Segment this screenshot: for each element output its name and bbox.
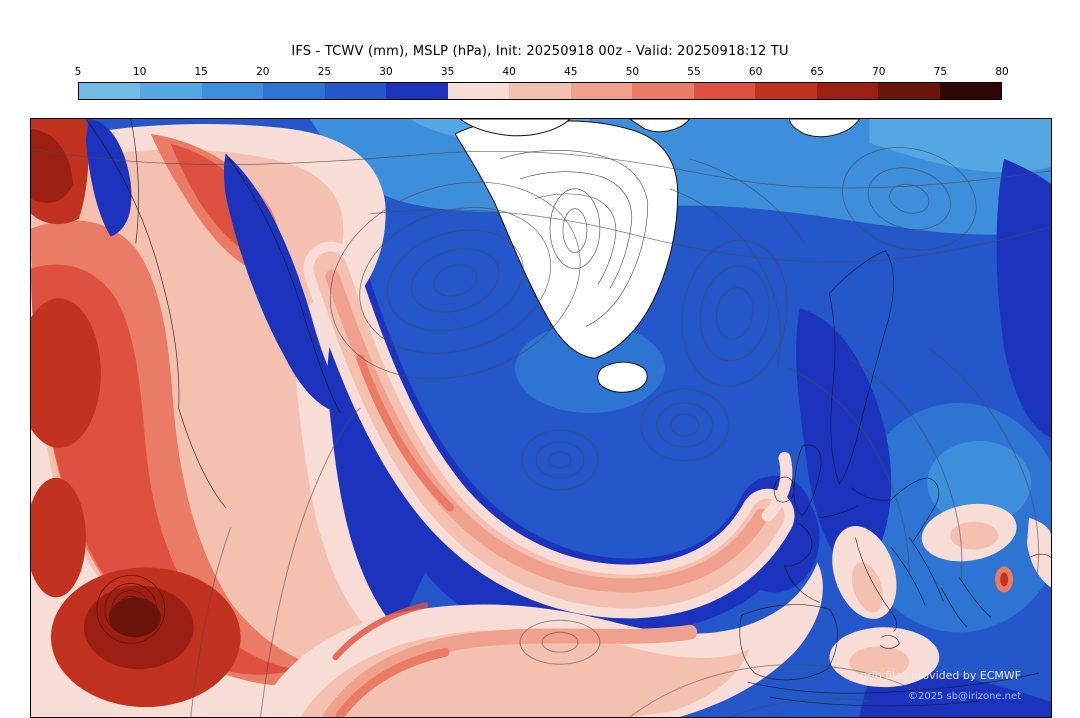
colorbar-tick: 60 [748,66,763,78]
colorbar-tick: 40 [502,66,516,78]
colorbar-segment [201,83,264,99]
colorbar-tick: 30 [379,66,393,78]
iceland-landmass [597,361,648,393]
colorbar-tick: 65 [810,66,824,78]
colorbar-tick: 25 [317,66,332,78]
colorbar-segment [447,83,510,99]
attribution-copyright: ©2025 sb@irizone.net [908,691,1021,702]
mslp-contours [31,147,1051,717]
map-panel: grib files provided by ECMWF ©2025 sb@ir… [30,118,1052,718]
tcwv-subtropical-moist-region [255,562,823,717]
weather-map: grib files provided by ECMWF ©2025 sb@ir… [31,119,1051,717]
chart-title: IFS - TCWV (mm), MSLP (hPa), Init: 20250… [291,44,789,59]
colorbar-tick: 75 [933,66,948,78]
greenland-landmass [454,119,860,393]
colorbar-segment [939,83,1002,99]
colorbar-tick: 45 [564,66,578,78]
colorbar-segment [570,83,633,99]
hurricane-vortex-rings [96,575,166,644]
svalbard-landmass [789,119,860,138]
colorbar-segment [693,83,756,99]
colorbar-segment [79,83,141,99]
colorbar-segment [386,83,448,99]
colorbar-tick: 20 [256,66,270,78]
colorbar-segment [878,83,940,99]
tcwv-mediterranean-moist-patches [829,503,1051,688]
tcwv-deepblue-west-strips [85,119,356,414]
colorbar-tick: 80 [995,66,1009,78]
colorbar-tick: 5 [74,66,82,78]
colorbar-tick: 55 [687,66,701,78]
colorbar-segment [324,83,387,99]
colorbar-segment [632,83,694,99]
colorbar-tick: 35 [440,66,455,78]
colorbar-tick: 50 [625,66,640,78]
colorbar-segment [140,83,202,99]
tcwv-frontal-band [303,241,795,619]
coastlines [85,119,1051,707]
attribution-ecmwf: grib files provided by ECMWF [860,669,1021,682]
colorbar: 5 10 15 20 25 30 35 40 45 50 55 60 65 70 75 80 [74,66,1009,100]
colorbar-segment [263,83,325,99]
colorbar-segment [816,83,879,99]
greenland-terrain-contours [499,150,649,327]
colorbar-tick: 15 [194,66,208,78]
colorbar-tick: 10 [132,66,147,78]
colorbar-segment [509,83,571,99]
colorbar-tick: 70 [872,66,886,78]
colorbar-bar [78,82,1002,100]
colorbar-ticks: 5 10 15 20 25 30 35 40 45 50 55 60 65 70 75 80 [74,66,1009,80]
colorbar-segment [755,83,817,99]
